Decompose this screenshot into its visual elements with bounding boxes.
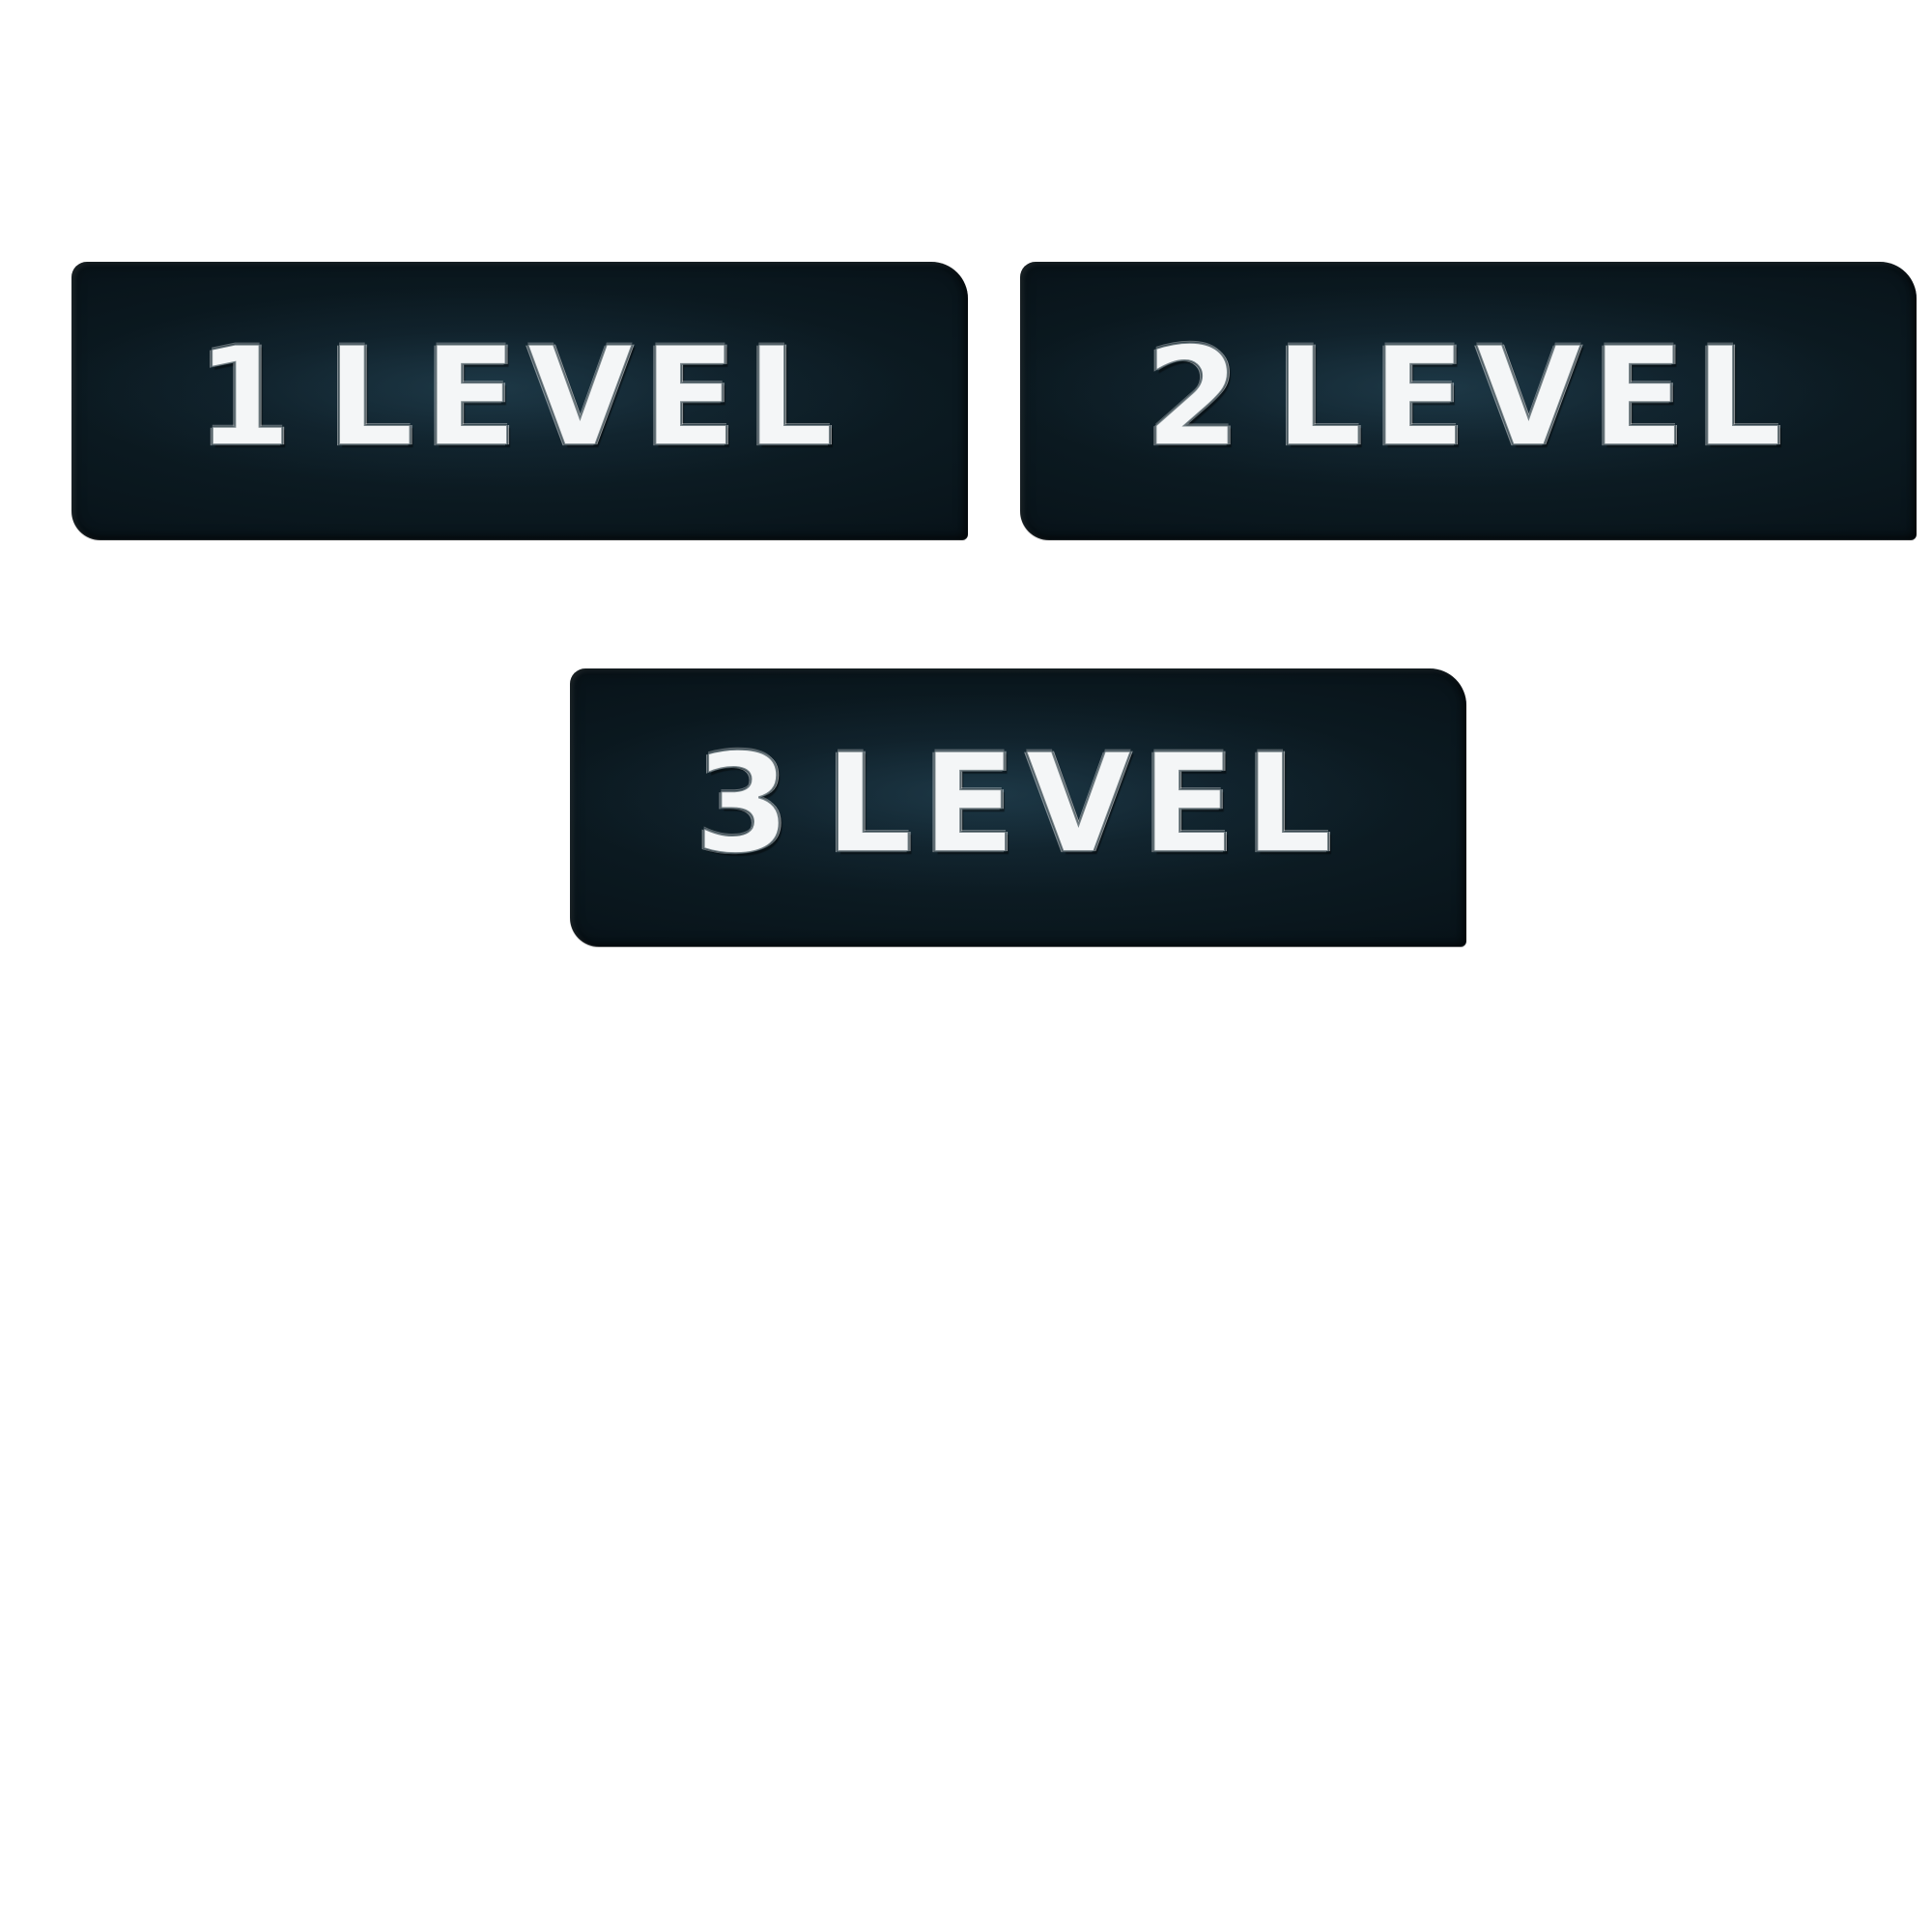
level-1-button[interactable]: 1 LEVEL xyxy=(71,262,968,540)
level-1-label: 1 LEVEL xyxy=(71,328,968,468)
level-3-label: 3 LEVEL xyxy=(570,735,1466,874)
level-3-word: LEVEL xyxy=(824,724,1342,885)
level-1-word: LEVEL xyxy=(326,318,843,478)
level-1-number: 1 xyxy=(195,318,301,478)
level-3-button[interactable]: 3 LEVEL xyxy=(570,668,1466,947)
level-2-button[interactable]: 2 LEVEL xyxy=(1020,262,1917,540)
level-2-label: 2 LEVEL xyxy=(1020,328,1917,468)
level-2-word: LEVEL xyxy=(1274,318,1792,478)
level-3-number: 3 xyxy=(694,724,800,885)
level-2-number: 2 xyxy=(1144,318,1250,478)
